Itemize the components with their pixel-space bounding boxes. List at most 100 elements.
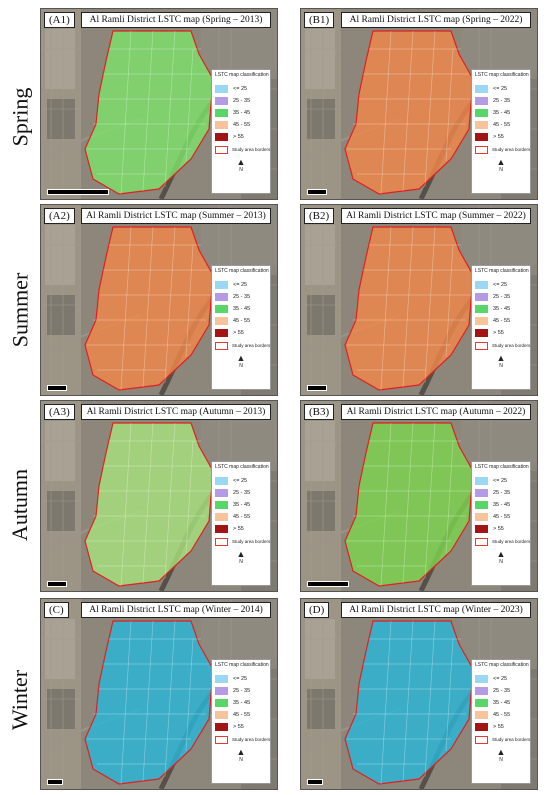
legend-item: > 55 xyxy=(215,523,267,535)
legend-label: 45 - 55 xyxy=(233,712,251,718)
legend-swatch xyxy=(215,501,228,509)
legend-label: 35 - 45 xyxy=(233,700,251,706)
legend-swatch xyxy=(215,687,228,695)
legend-border-label: Study area borders xyxy=(232,147,271,152)
legend-item: 25 - 35 xyxy=(215,291,267,303)
legend-label: 25 - 35 xyxy=(493,490,511,496)
north-arrow-icon: ▲ xyxy=(236,353,246,363)
legend-item: 25 - 35 xyxy=(475,685,527,697)
legend-item: 35 - 45 xyxy=(475,499,527,511)
map-legend: LSTC map classification <= 25 25 - 35 35… xyxy=(471,461,531,586)
legend-swatch xyxy=(475,513,488,521)
map-panel-8: (D) Al Ramli District LSTC map (Winter –… xyxy=(300,598,538,790)
legend-swatch xyxy=(215,281,228,289)
scale-bar xyxy=(47,581,67,587)
legend-swatch xyxy=(475,501,488,509)
legend-label: <= 25 xyxy=(493,86,508,92)
legend-item: 45 - 55 xyxy=(475,511,527,523)
legend-item: <= 25 xyxy=(215,475,267,487)
legend-border-label: Study area borders xyxy=(492,147,531,152)
panel-title: Al Ramli District LSTC map (Spring – 202… xyxy=(341,12,531,28)
map-panel-6: (B3) Al Ramli District LSTC map (Autumn … xyxy=(300,400,538,592)
legend-swatch xyxy=(215,121,228,129)
north-arrow: ▲ N xyxy=(475,354,527,370)
panel-id-label: (B1) xyxy=(304,12,335,28)
study-area-district xyxy=(84,422,214,587)
legend-swatch xyxy=(215,711,228,719)
legend-swatch xyxy=(215,109,228,117)
legend-border-label: Study area borders xyxy=(492,737,531,742)
panel-title: Al Ramli District LSTC map (Winter – 201… xyxy=(81,602,271,618)
panel-title: Al Ramli District LSTC map (Spring – 201… xyxy=(81,12,271,28)
legend-item: 45 - 55 xyxy=(215,315,267,327)
legend-swatch xyxy=(215,133,228,141)
legend-item: 25 - 35 xyxy=(475,291,527,303)
legend-item: 35 - 45 xyxy=(215,499,267,511)
legend-border-item: Study area borders xyxy=(215,535,270,548)
legend-swatch xyxy=(215,513,228,521)
legend-label: <= 25 xyxy=(493,282,508,288)
panel-id-label: (B2) xyxy=(304,208,335,224)
legend-item: > 55 xyxy=(475,327,527,339)
legend-border-label: Study area borders xyxy=(232,343,271,348)
legend-label: 35 - 45 xyxy=(233,110,251,116)
legend-item: > 55 xyxy=(215,721,267,733)
legend-item: 35 - 45 xyxy=(475,303,527,315)
legend-label: > 55 xyxy=(493,724,504,730)
season-label-autumn: Autumn xyxy=(7,468,32,542)
map-legend: LSTC map classification <= 25 25 - 35 35… xyxy=(211,265,271,390)
north-arrow: ▲ N xyxy=(475,748,527,764)
north-arrow: ▲ N xyxy=(475,549,527,566)
legend-swatch xyxy=(475,477,488,485)
north-arrow-icon: ▲ xyxy=(236,549,246,559)
legend-swatch xyxy=(215,293,228,301)
legend-label: > 55 xyxy=(233,134,244,140)
legend-item: 45 - 55 xyxy=(475,315,527,327)
legend-swatch xyxy=(475,489,488,497)
legend-item: 35 - 45 xyxy=(215,697,267,709)
legend-label: 25 - 35 xyxy=(493,294,511,300)
study-area-border-swatch xyxy=(215,735,228,744)
legend-border-item: Study area borders xyxy=(475,733,531,746)
north-label: N xyxy=(239,757,243,763)
legend-label: 35 - 45 xyxy=(233,306,251,312)
legend-swatch xyxy=(475,85,488,93)
legend-item: 35 - 45 xyxy=(215,107,267,119)
legend-title: LSTC map classification xyxy=(475,72,529,78)
map-legend: LSTC map classification <= 25 25 - 35 35… xyxy=(471,659,531,784)
legend-swatch xyxy=(215,675,228,683)
legend-label: > 55 xyxy=(233,330,244,336)
north-label: N xyxy=(239,559,243,565)
legend-item: 45 - 55 xyxy=(475,709,527,721)
panel-id-label: (C) xyxy=(44,602,69,618)
legend-label: 45 - 55 xyxy=(493,514,511,520)
legend-swatch xyxy=(475,687,488,695)
north-arrow-icon: ▲ xyxy=(496,549,506,559)
legend-label: <= 25 xyxy=(233,86,248,92)
scale-bar xyxy=(47,189,109,195)
legend-item: <= 25 xyxy=(475,673,527,685)
legend-title: LSTC map classification xyxy=(215,72,269,78)
legend-label: <= 25 xyxy=(493,676,508,682)
north-arrow: ▲ N xyxy=(215,158,267,174)
legend-item: <= 25 xyxy=(475,279,527,291)
legend-label: > 55 xyxy=(233,526,244,532)
map-legend: LSTC map classification <= 25 25 - 35 35… xyxy=(211,69,271,194)
legend-title: LSTC map classification xyxy=(215,662,269,668)
legend-label: 45 - 55 xyxy=(233,318,251,324)
scale-bar xyxy=(47,385,67,391)
panel-title: Al Ramli District LSTC map (Summer – 202… xyxy=(341,208,531,224)
north-label: N xyxy=(499,757,503,763)
legend-item: > 55 xyxy=(215,327,267,339)
panel-title: Al Ramli District LSTC map (Autumn – 202… xyxy=(341,404,531,420)
legend-item: <= 25 xyxy=(215,279,267,291)
legend-label: > 55 xyxy=(493,526,504,532)
legend-swatch xyxy=(475,317,488,325)
map-legend: LSTC map classification <= 25 25 - 35 35… xyxy=(211,461,271,586)
study-area-district xyxy=(84,226,214,391)
legend-label: 25 - 35 xyxy=(233,490,251,496)
map-panel-3: (A2) Al Ramli District LSTC map (Summer … xyxy=(40,204,278,396)
legend-item: 45 - 55 xyxy=(215,709,267,721)
season-label-summer: Summer xyxy=(7,272,32,348)
north-arrow: ▲ N xyxy=(215,353,267,370)
